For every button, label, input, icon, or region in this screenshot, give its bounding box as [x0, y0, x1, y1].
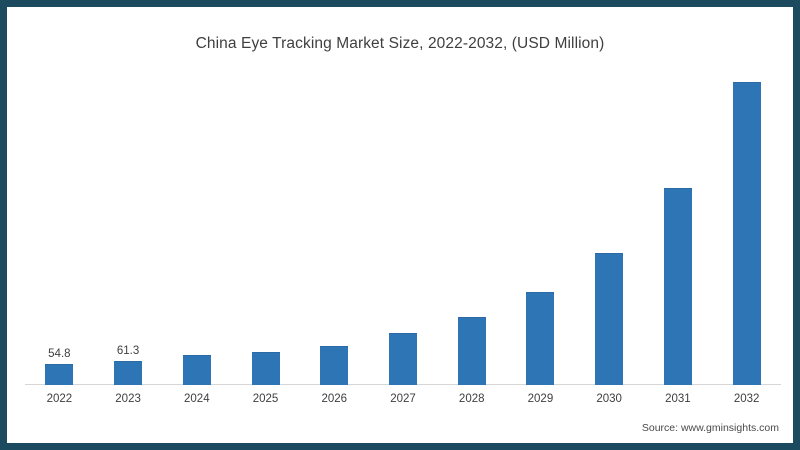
x-tick-2025: 2025: [252, 393, 279, 405]
bar-column: [162, 69, 231, 385]
bar-2029[interactable]: [526, 292, 555, 385]
bar-column: [506, 69, 575, 385]
bar-2027[interactable]: [388, 333, 417, 385]
bar-column: [300, 69, 369, 385]
x-tick-2024: 2024: [184, 393, 210, 405]
chart-canvas: China Eye Tracking Market Size, 2022-203…: [7, 7, 793, 443]
x-tick-2023: 2023: [115, 393, 141, 405]
bar-2022[interactable]: [45, 363, 74, 385]
x-tick-2032: 2032: [733, 393, 760, 405]
bar-column: 54.8: [25, 69, 94, 385]
bar-2032[interactable]: [732, 81, 761, 385]
bar-column: [712, 69, 781, 385]
bar-column: 61.3: [94, 69, 163, 385]
bar-column: [231, 69, 300, 385]
bar-2028[interactable]: [457, 317, 486, 385]
plot-area: 54.8 61.3: [25, 69, 781, 385]
bar-value-label-2022: 54.8: [48, 347, 71, 360]
x-tick-2028: 2028: [458, 393, 485, 405]
bar-2031[interactable]: [663, 188, 692, 385]
bar-column: [369, 69, 438, 385]
bar-column: [575, 69, 644, 385]
x-tick-2022: 2022: [46, 393, 73, 405]
bar-2025[interactable]: [251, 352, 280, 385]
bar-2023[interactable]: [114, 361, 143, 385]
x-tick-2030: 2030: [596, 393, 622, 405]
chart-title: China Eye Tracking Market Size, 2022-203…: [195, 35, 605, 52]
bar-column: [644, 69, 713, 385]
x-tick-2031: 2031: [665, 393, 691, 405]
bar-column: [437, 69, 506, 385]
bar-2024[interactable]: [182, 355, 211, 385]
x-tick-2027: 2027: [390, 393, 416, 405]
bar-value-label-2023: 61.3: [116, 345, 140, 358]
bar-2030[interactable]: [595, 253, 624, 385]
bar-2026[interactable]: [320, 346, 349, 385]
x-tick-2029: 2029: [527, 393, 554, 405]
x-tick-2026: 2026: [321, 393, 348, 405]
source-attribution: Source: www.gminsights.com: [641, 422, 779, 434]
